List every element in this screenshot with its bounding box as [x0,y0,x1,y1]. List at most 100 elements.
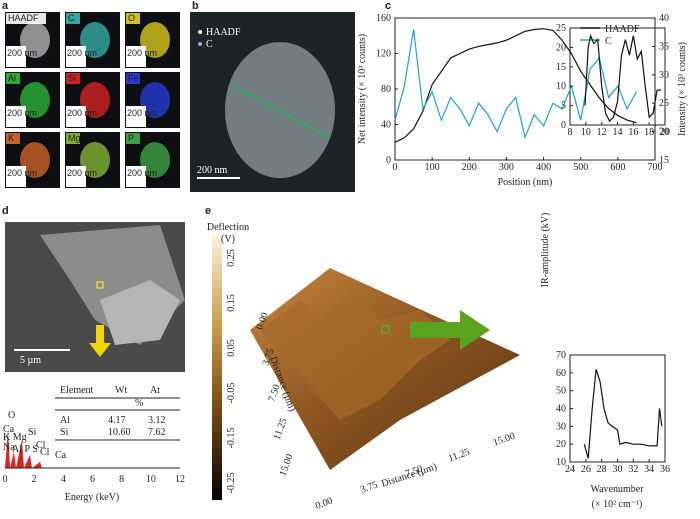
scale-label: 200 nm [127,48,157,58]
x-tick-label: 4 [61,474,66,485]
map-label: O [128,13,135,23]
x-tick-label: 8 [119,474,124,485]
y-axis-label: Net intensity (× 10³ counts) [357,34,368,144]
x-tick-label: 15.00 [492,431,517,449]
scale-label: 200 nm [197,165,228,176]
table-cell: 10.60 [108,427,131,438]
colorbar-tick: -0.25 [226,473,237,494]
y2-tick-label: 15 [659,155,669,166]
peak-label: Cl [36,440,46,451]
scale-box [66,106,86,127]
afm-relief [260,290,450,420]
panel-label: d [2,205,9,217]
x-axis-label: Wavenumber [590,484,644,495]
colorbar-tick: 0.15 [226,294,237,312]
table-cell: Al [60,415,70,426]
map-label: Mg [68,133,81,143]
y-tick-label: 160 [376,13,391,24]
y2-tick-label: 25 [659,98,669,109]
x-tick-label: 600 [610,162,625,173]
x-tick-label: 36 [660,464,670,475]
scale-box [126,166,146,187]
y-tick-label: 40 [381,120,391,131]
label-box [126,133,140,144]
x-tick-label: 11.25 [447,447,472,465]
colorbar-title: Deflection [207,222,249,233]
map-signal [80,142,110,178]
table-header: Wt [115,385,127,396]
scale-box [66,166,86,187]
x-tick-label: 400 [536,162,551,173]
x-tick-label: 32 [628,464,638,475]
table-header: Element [60,385,94,396]
x-tick-label: 14 [613,127,623,138]
data-line [584,33,661,123]
legend-dot [198,30,202,34]
y-tick-label: 10 [556,81,566,92]
peak-label: Al P S [12,444,38,455]
map-label: Al [8,73,16,83]
table-header: At [150,385,160,396]
y2-tick-label: 35 [659,41,669,52]
colorbar-tick: 0.05 [226,339,237,357]
legend-dot [198,42,202,46]
y-axis-label: IR-amplitude (kV) [540,213,551,288]
map-label: P [128,133,134,143]
panel-label: a [2,0,9,12]
scale-label: 200 nm [127,168,157,178]
line-scan [231,84,331,139]
x-tick-label: 10 [581,127,591,138]
scale-label: 200 nm [7,168,37,178]
data-line [394,28,637,143]
x-tick-label: 500 [573,162,588,173]
table-cell: 4.17 [108,415,126,426]
map-signal [140,82,170,118]
label-box [66,13,80,24]
panel-label: b [192,0,199,12]
arrow [410,310,490,350]
scale-label: 200 nm [67,48,97,58]
map-label: Fe [128,73,139,83]
y2-axis-label: Intensity (× 10³ counts) [677,42,688,136]
x-tick-label: 6 [90,474,95,485]
particle [100,280,180,345]
x-tick-label: 12 [175,474,185,485]
table-cell: 7.62 [148,427,166,438]
map-label: HAADF [8,13,39,23]
peak-label: Na [3,442,15,453]
label-box [6,133,20,144]
map-label: K [8,133,14,143]
scale-label: 200 nm [7,48,37,58]
x-tick-label: 3.75 [359,479,379,495]
y-tick-label: 40 [556,404,566,415]
y-tick-label: 120 [376,49,391,60]
label-box [66,133,80,144]
y-tick-label: 80 [381,84,391,95]
scale-box [6,106,26,127]
x-tick-label: 16 [628,127,638,138]
scale-box [66,46,86,67]
colorbar-unit: (V) [221,234,235,245]
map-signal [140,142,170,178]
colorbar-tick: -0.15 [226,428,237,449]
y-tick-label: 0 [561,120,566,131]
x-tick-label: 28 [597,464,607,475]
y-tick-label: 11.25 [272,417,290,442]
y-tick-label: 15.00 [278,453,296,478]
marker [96,281,104,289]
label-box [6,13,46,24]
map-signal [20,142,50,178]
scale-box [126,106,146,127]
peak-label: K Mg [3,432,27,443]
table-cell: 3.12 [148,415,166,426]
label-box [126,73,140,84]
legend-label: HAADF [605,24,640,35]
map-signal [80,22,110,58]
y-tick-label: 10 [556,457,566,468]
scale-box [6,46,26,67]
table-unit: % [135,398,143,409]
legend-entry: C [206,39,213,50]
x-tick-label: 0 [3,474,8,485]
